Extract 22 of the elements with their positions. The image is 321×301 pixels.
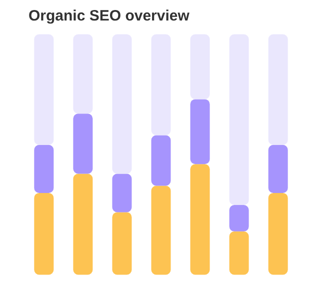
chart-title: Organic SEO overview (28, 8, 190, 24)
bar (73, 174, 93, 275)
bar (268, 34, 288, 145)
bar (112, 174, 132, 212)
bar (73, 114, 93, 174)
bar (112, 34, 132, 174)
bar (151, 135, 171, 186)
bar (190, 99, 210, 164)
bar (34, 144, 54, 193)
bar (151, 34, 171, 136)
bar (34, 192, 54, 275)
bar (190, 164, 210, 275)
bar (268, 144, 288, 193)
bar (112, 212, 132, 275)
bar (268, 192, 288, 275)
bar (73, 34, 93, 114)
bar (34, 34, 54, 145)
bar (151, 186, 171, 275)
bar (190, 34, 210, 100)
bar (229, 231, 249, 275)
bar (229, 34, 249, 205)
bar (229, 204, 249, 232)
